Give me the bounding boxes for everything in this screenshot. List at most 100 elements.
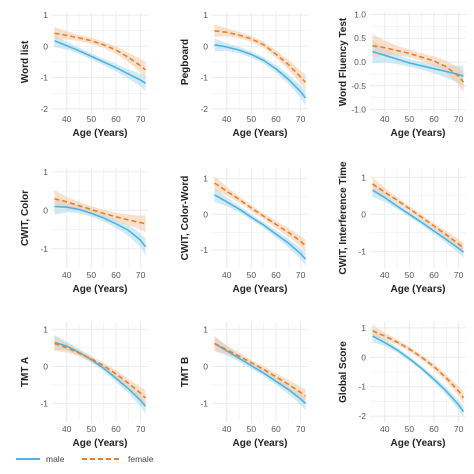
x-axis-title: Age (Years) (390, 438, 445, 449)
ci-band-female-cwit-color-word (214, 175, 306, 253)
panel-cwit-color-word: 40 50 60 70 -1 0 1 Age (Years) CWIT, Color-Word (180, 168, 308, 295)
x-tick-label: 40 (380, 270, 390, 280)
ci-band-female-tmt-a (54, 336, 146, 406)
series-line-female-word-list (54, 32, 147, 71)
grid-cwit-color-word (212, 168, 308, 268)
series-line-male-word-fluency-test (372, 50, 464, 78)
series-line-female-tmt-b (214, 342, 306, 397)
series-line-male-cwit-color-word (214, 194, 307, 260)
x-tick-label: 40 (222, 114, 232, 124)
x-tick-label: 50 (405, 424, 415, 434)
x-tick-label: 50 (247, 114, 257, 124)
series-line-female-cwit-color (54, 198, 146, 225)
y-tick-label: 0.0 (354, 57, 366, 67)
series-line-female-tmt-a (54, 342, 147, 399)
x-tick-label: 60 (271, 270, 281, 280)
y-tick-label: 0 (43, 361, 48, 371)
y-tick-label: 0 (203, 209, 208, 219)
x-tick-label: 50 (405, 270, 415, 280)
grid-global-score (370, 322, 466, 422)
x-tick-label: 60 (429, 424, 439, 434)
y-axis-title: Word Fluency Test (338, 17, 349, 106)
x-tick-label: 70 (454, 270, 464, 280)
ci-band-male-word-list (54, 34, 146, 92)
panel-word-list: 40 50 60 70 -2 -1 0 1 Age (Years) Word list (20, 10, 148, 139)
x-axis-title: Age (Years) (72, 438, 127, 449)
ci-band-female-word-list (54, 27, 146, 78)
panel-cwit-color: 40 50 60 70 -1 0 1 Age (Years) CWIT, Color (20, 167, 148, 295)
ci-band-female-cwit-color (54, 190, 146, 233)
x-axis-title: Age (Years) (232, 284, 287, 295)
y-axis-title: TMT A (20, 357, 31, 387)
x-axis-title: Age (Years) (232, 128, 287, 139)
panel-word-fluency-test: 40 50 60 70 -1.0 -0.5 0.0 0.5 1.0 Age (Years) Word… (338, 9, 466, 139)
y-tick-label: -1 (200, 245, 208, 255)
panel-cwit-interference-time: 40 50 60 70 -1 0 1 Age (Years) CWIT, Interferenc… (338, 161, 466, 295)
ci-band-male-word-fluency-test (372, 39, 464, 87)
y-tick-label: 1 (203, 10, 208, 20)
ci-band-male-cwit-color (54, 198, 146, 256)
grid-pegboard (212, 12, 308, 112)
x-tick-label: 70 (454, 424, 464, 434)
x-axis-title: Age (Years) (390, 284, 445, 295)
y-tick-label: -1.0 (351, 105, 366, 115)
y-tick-label: 0 (203, 41, 208, 51)
y-tick-label: 1 (203, 324, 208, 334)
series-line-female-cwit-color-word (214, 182, 307, 247)
x-tick-label: 40 (380, 114, 390, 124)
legend-label-male: male (46, 454, 65, 464)
x-tick-label: 70 (136, 270, 146, 280)
x-axis-title: Age (Years) (390, 128, 445, 139)
chart-panels: 40 50 60 70 -2 -1 0 1 Age (Years) Word list 40 50 60… (20, 9, 466, 449)
series-line-male-tmt-a (54, 341, 147, 407)
y-tick-label: 0 (203, 361, 208, 371)
series-line-male-global-score (372, 335, 465, 413)
y-axis-title: CWIT, Interference Time (338, 161, 349, 275)
series-line-female-word-fluency-test (372, 45, 465, 83)
y-tick-label: 1 (43, 10, 48, 20)
y-tick-label: -1 (40, 398, 48, 408)
y-axis-title: CWIT, Color (20, 190, 31, 246)
x-axis-title: Age (Years) (72, 128, 127, 139)
panel-tmt-b: 40 50 60 70 -1 0 1 Age (Years) TMT B (180, 322, 308, 449)
legend-label-female: female (128, 454, 154, 464)
series-line-male-pegboard (214, 44, 307, 99)
x-tick-label: 60 (271, 114, 281, 124)
y-axis-title: Global Score (338, 341, 349, 403)
series-line-female-cwit-interference-time (372, 183, 465, 249)
x-tick-label: 60 (111, 114, 121, 124)
y-tick-label: 0 (43, 205, 48, 215)
x-tick-label: 50 (247, 424, 257, 434)
y-tick-label: -1 (358, 382, 366, 392)
y-tick-label: 0 (361, 209, 366, 219)
ci-band-female-pegboard (214, 24, 306, 91)
series-line-female-global-score (372, 330, 465, 399)
x-tick-label: 60 (429, 114, 439, 124)
panel-pegboard: 40 50 60 70 -2 -1 0 1 Age (Years) Pegboard (180, 10, 308, 139)
x-tick-label: 50 (405, 114, 415, 124)
ci-band-male-pegboard (214, 38, 306, 106)
y-axis-title: Word list (20, 40, 31, 83)
x-axis-title: Age (Years) (72, 284, 127, 295)
x-tick-label: 60 (271, 424, 281, 434)
grid-tmt-a (52, 322, 148, 422)
x-tick-label: 70 (136, 114, 146, 124)
x-tick-label: 40 (222, 270, 232, 280)
y-tick-label: -1 (40, 73, 48, 83)
y-tick-label: -2 (358, 411, 366, 421)
panel-tmt-a: 40 50 60 70 -1 0 1 Age (Years) TMT A (20, 322, 148, 449)
x-tick-label: 70 (296, 114, 306, 124)
x-tick-label: 70 (454, 114, 464, 124)
y-tick-label: -0.5 (351, 81, 366, 91)
ci-band-female-word-fluency-test (372, 33, 464, 93)
series-line-male-tmt-b (214, 342, 307, 405)
y-tick-label: 0 (43, 41, 48, 51)
y-tick-label: 1 (203, 174, 208, 184)
x-tick-label: 60 (429, 270, 439, 280)
legend: male female (16, 454, 154, 464)
y-tick-label: 1 (43, 167, 48, 177)
x-tick-label: 40 (222, 424, 232, 434)
y-axis-title: TMT B (180, 357, 191, 388)
y-tick-label: 1.0 (354, 9, 366, 19)
panel-global-score: 40 50 60 70 -2 -1 0 1 Age (Years) Global Score (338, 322, 466, 449)
